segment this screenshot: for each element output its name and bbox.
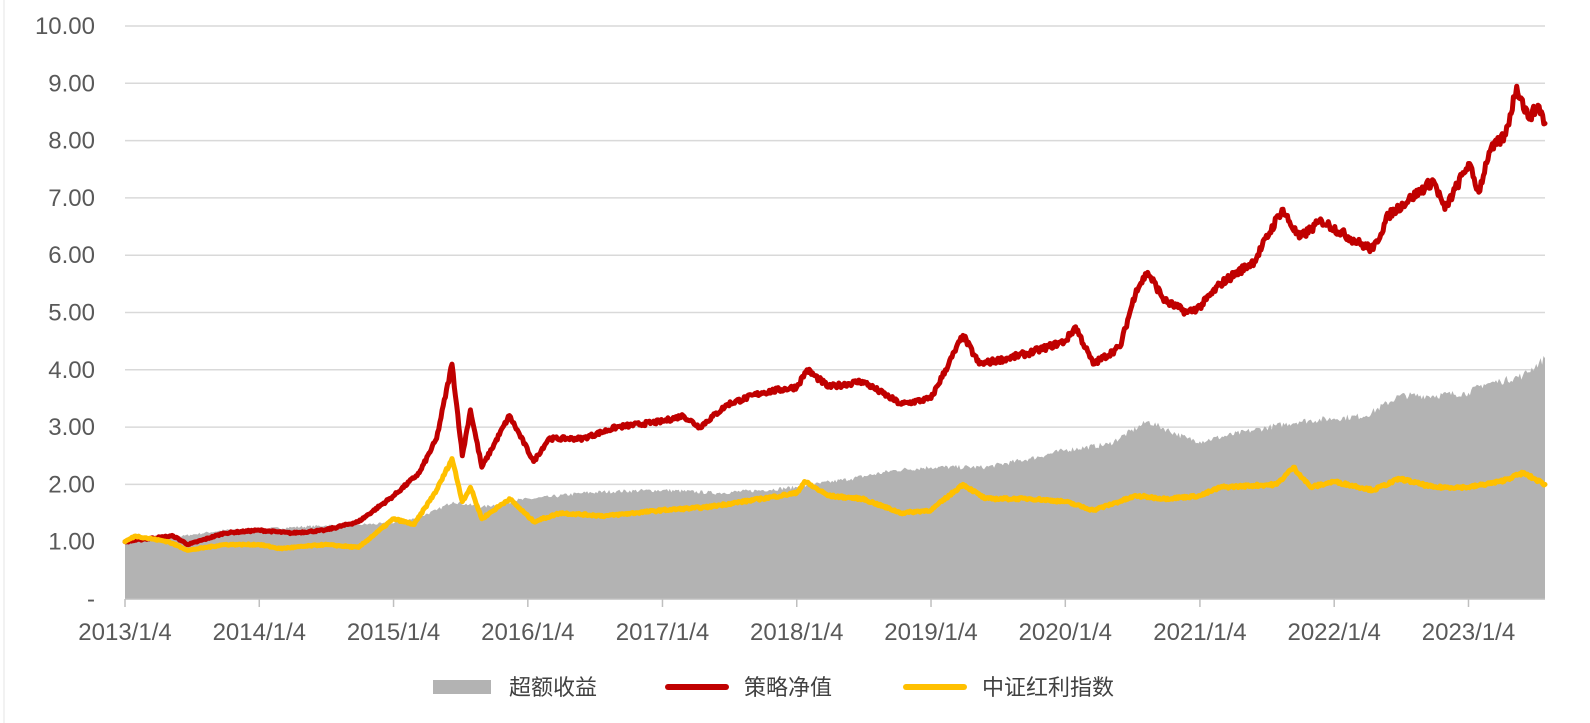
y-tick-label: 2.00: [48, 471, 95, 498]
x-tick-label: 2013/1/4: [78, 619, 171, 646]
y-tick-label: 6.00: [48, 242, 95, 269]
x-tick-label: 2016/1/4: [481, 619, 574, 646]
gridlines: [125, 25, 1545, 543]
legend-item-2: 策略净值: [665, 676, 832, 701]
y-tick-label: 8.00: [48, 128, 95, 155]
y-tick-labels: - 1.00 2.00 3.00 4.00 5.00 6.00 7.00 8.00 9.00 10.…: [35, 13, 95, 613]
legend-label: 超额收益: [509, 676, 597, 701]
legend-label: 策略净值: [744, 676, 832, 701]
excess-return-area-layer: [125, 356, 1545, 599]
x-tick-label: 2018/1/4: [750, 619, 843, 646]
x-tick-label: 2023/1/4: [1422, 619, 1515, 646]
legend-item-3: 中证红利指数: [903, 676, 1114, 701]
y-tick-label: 9.00: [48, 70, 95, 97]
y-tick-label: 10.00: [35, 13, 95, 40]
series-area-excess-return: [125, 356, 1545, 599]
legend-label: 中证红利指数: [982, 676, 1114, 701]
x-tick-label: 2017/1/4: [616, 619, 709, 646]
x-tick-labels: 2013/1/4 2014/1/4 2015/1/4 2016/1/4 2017/1/4…: [78, 619, 1515, 646]
series-line-strategy-nav: [122, 83, 1548, 548]
axes: [3, 0, 1545, 723]
y-tick-label: 5.00: [48, 300, 95, 327]
x-tick-label: 2014/1/4: [213, 619, 306, 646]
legend: 超额收益 策略净值 中证红利指数: [433, 676, 1114, 701]
y-tick-label: -: [87, 586, 95, 613]
x-tick-label: 2015/1/4: [347, 619, 440, 646]
y-tick-label: 4.00: [48, 357, 95, 384]
x-tick-label: 2020/1/4: [1019, 619, 1112, 646]
x-tick-label: 2022/1/4: [1287, 619, 1380, 646]
legend-item-1: 超额收益: [433, 676, 597, 701]
legend-swatch-area: [433, 680, 491, 694]
y-tick-label: 1.00: [48, 529, 95, 556]
series-lines-layer: [122, 83, 1548, 553]
y-tick-label: 3.00: [48, 414, 95, 441]
x-tick-label: 2019/1/4: [884, 619, 977, 646]
y-tick-label: 7.00: [48, 185, 95, 212]
series-line-dividend-index: [122, 456, 1548, 553]
x-tick-label: 2021/1/4: [1153, 619, 1246, 646]
